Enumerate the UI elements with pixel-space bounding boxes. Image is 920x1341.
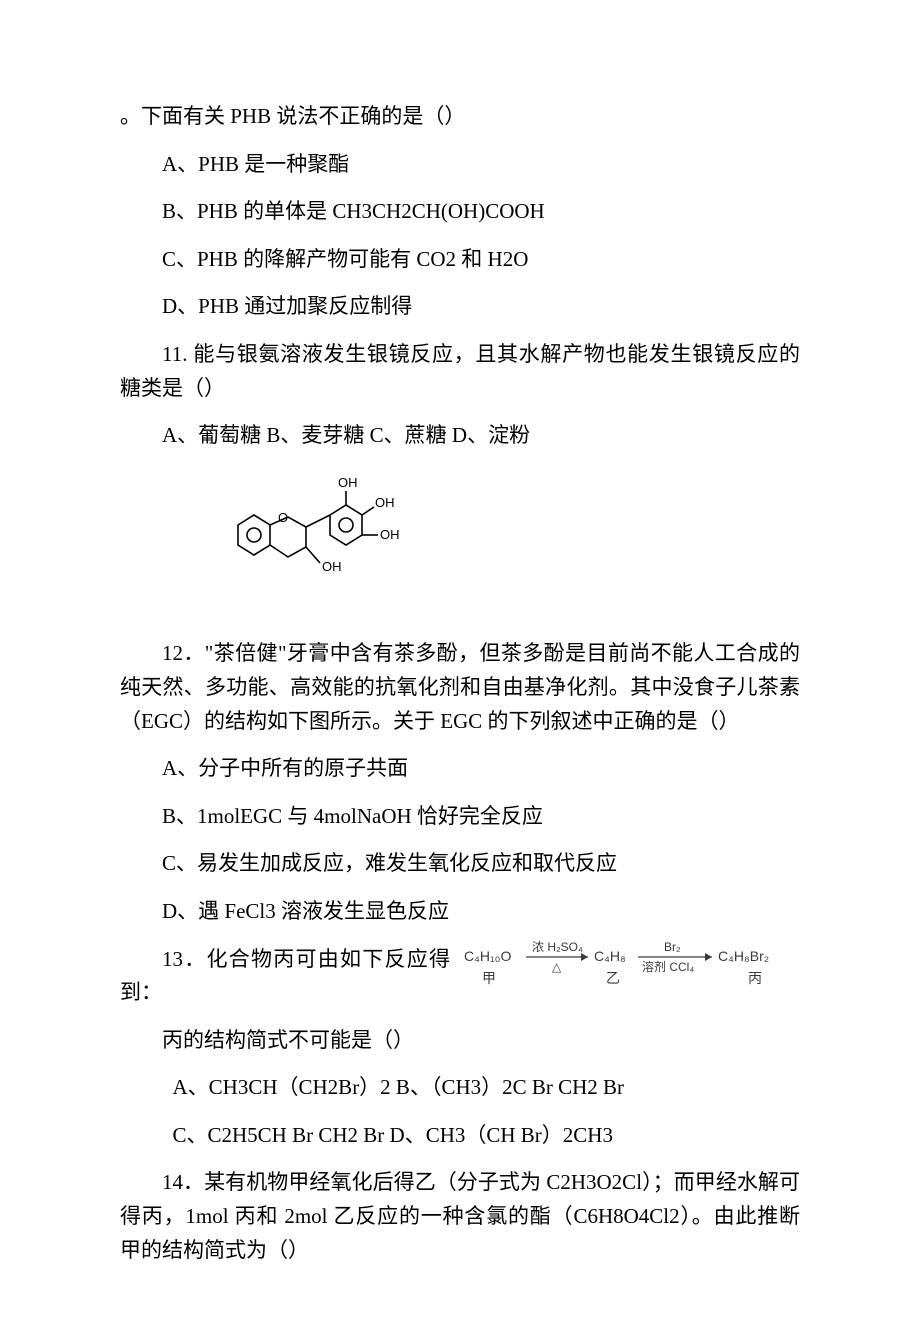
q12-opt-c: C、易发生加成反应，难发生氧化反应和取代反应 bbox=[120, 847, 800, 881]
q13-line2: 丙的结构简式不可能是（） bbox=[120, 1024, 800, 1058]
q10-stem-cont: 。下面有关 PHB 说法不正确的是（） bbox=[120, 100, 800, 134]
q12-opt-d: D、遇 FeCl3 溶液发生显色反应 bbox=[120, 895, 800, 929]
svg-text:OH: OH bbox=[375, 495, 395, 510]
svg-text:甲: 甲 bbox=[482, 970, 496, 986]
egc-structure-diagram: O OH OH OH OH bbox=[220, 467, 800, 628]
svg-text:丙: 丙 bbox=[748, 970, 762, 986]
q11-stem: 11. 能与银氨溶液发生银镜反应，且其水解产物也能发生银镜反应的糖类是（） bbox=[120, 338, 800, 405]
svg-text:OH: OH bbox=[338, 475, 358, 490]
svg-text:C₄H₁₀O: C₄H₁₀O bbox=[464, 948, 511, 964]
q13-opts-1: A、CH3CH（CH2Br）2 B、（CH3）2C Br CH2 Br bbox=[120, 1071, 800, 1105]
svg-text:OH: OH bbox=[322, 559, 342, 574]
q12-opt-b: B、1molEGC 与 4molNaOH 恰好完全反应 bbox=[120, 800, 800, 834]
q14-stem: 14．某有机物甲经氧化后得乙（分子式为 C2H3O2Cl）；而甲经水解可得丙，1… bbox=[120, 1166, 800, 1267]
svg-text:Br₂: Br₂ bbox=[664, 940, 681, 954]
svg-text:浓 H₂SO₄: 浓 H₂SO₄ bbox=[532, 940, 583, 954]
q12-opt-a: A、分子中所有的原子共面 bbox=[120, 752, 800, 786]
reaction-scheme: C₄H₁₀O 甲 浓 H₂SO₄ △ C₄H₈ 乙 Br₂ 溶剂 CCl₄ C₄… bbox=[460, 937, 800, 1004]
svg-text:O: O bbox=[278, 510, 288, 525]
svg-text:△: △ bbox=[552, 960, 562, 974]
svg-text:乙: 乙 bbox=[606, 970, 620, 986]
svg-text:C₄H₈Br₂: C₄H₈Br₂ bbox=[718, 948, 769, 964]
q10-opt-c: C、PHB 的降解产物可能有 CO2 和 H2O bbox=[120, 243, 800, 277]
q12-stem: 12．"茶倍健"牙膏中含有茶多酚，但茶多酚是目前尚不能人工合成的纯天然、多功能、… bbox=[120, 637, 800, 738]
svg-text:OH: OH bbox=[380, 527, 400, 542]
svg-text:C₄H₈: C₄H₈ bbox=[594, 948, 626, 964]
q10-opt-a: A、PHB 是一种聚酯 bbox=[120, 148, 800, 182]
q10-opt-d: D、PHB 通过加聚反应制得 bbox=[120, 290, 800, 324]
svg-text:溶剂 CCl₄: 溶剂 CCl₄ bbox=[642, 959, 694, 974]
q11-opts: A、葡萄糖 B、麦芽糖 C、蔗糖 D、淀粉 bbox=[120, 419, 800, 453]
q13-opts-2: C、C2H5CH Br CH2 Br D、CH3（CH Br）2CH3 bbox=[120, 1119, 800, 1153]
q10-opt-b: B、PHB 的单体是 CH3CH2CH(OH)COOH bbox=[120, 195, 800, 229]
